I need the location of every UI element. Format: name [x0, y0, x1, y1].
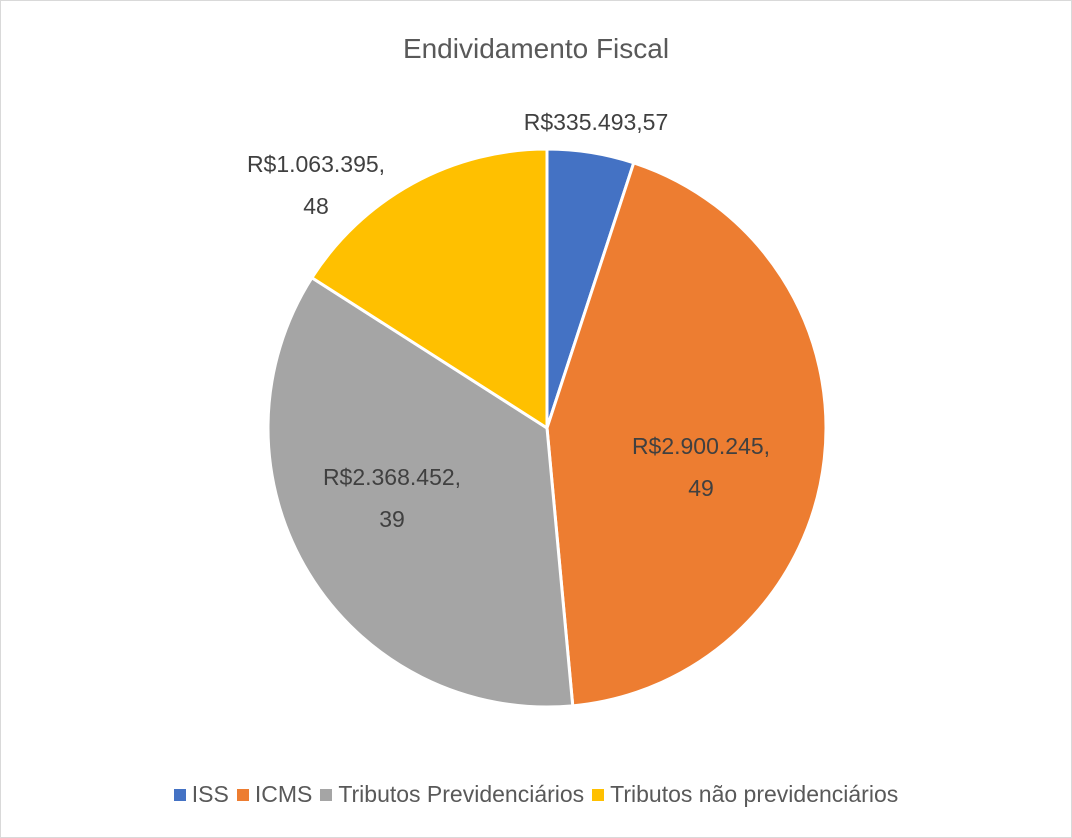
- data-label: R$2.368.452,39: [322, 464, 462, 532]
- legend-swatch: [320, 788, 333, 801]
- legend-label: Tributos não previdenciários: [610, 781, 899, 807]
- pie-slice: [266, 275, 575, 709]
- legend-swatch: [592, 788, 605, 801]
- legend-item: ICMS: [236, 781, 313, 808]
- legend-label: ICMS: [254, 781, 313, 807]
- pie-slice: [309, 147, 549, 431]
- chart-title: Endividamento Fiscal: [402, 33, 670, 64]
- legend-item: ISS: [173, 781, 229, 808]
- legend: ISS ICMS Tributos Previdenciários Tributos …: [1, 781, 1071, 808]
- data-label: R$2.900.245,49: [631, 433, 771, 501]
- legend-item: Tributos Previdenciários: [320, 781, 584, 808]
- data-label: R$335.493,57: [523, 109, 669, 135]
- legend-label: ISS: [191, 781, 229, 807]
- pie-slice: [545, 160, 828, 708]
- legend-swatch: [236, 788, 249, 801]
- legend-item: Tributos não previdenciários: [592, 781, 898, 808]
- data-label: R$1.063.395,48: [246, 151, 386, 219]
- legend-label: Tributos Previdenciários: [338, 781, 585, 807]
- legend-swatch: [173, 788, 186, 801]
